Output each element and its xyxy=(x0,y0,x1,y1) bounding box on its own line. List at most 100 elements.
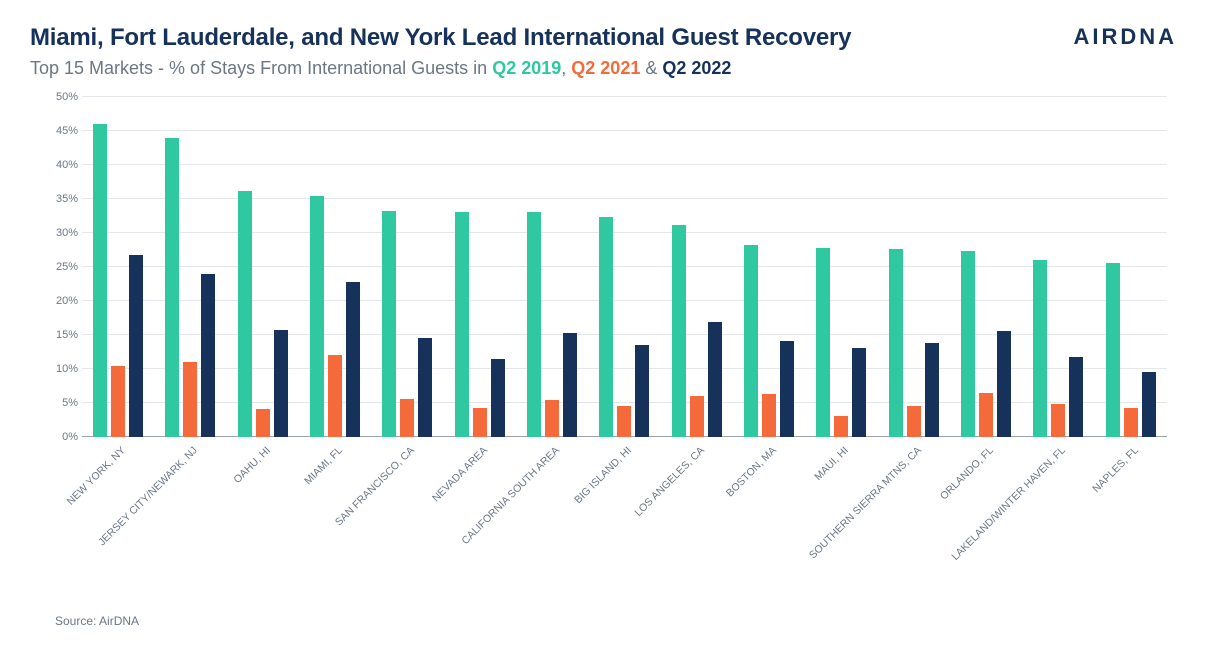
bar xyxy=(545,400,559,437)
bar-group xyxy=(299,196,371,437)
header: Miami, Fort Lauderdale, and New York Lea… xyxy=(30,24,1177,52)
bar xyxy=(201,274,215,437)
x-axis-label: BOSTON, MA xyxy=(724,444,779,499)
y-tick-label: 5% xyxy=(40,397,78,409)
bar xyxy=(256,409,270,437)
bar-group xyxy=(227,191,299,437)
bar-group xyxy=(1022,260,1094,437)
source-attribution: Source: AirDNA xyxy=(55,614,139,628)
bar xyxy=(780,341,794,437)
bar xyxy=(635,345,649,437)
bar xyxy=(599,217,613,437)
y-tick-label: 30% xyxy=(40,227,78,239)
x-axis-label: NEW YORK, NY xyxy=(65,444,128,507)
bar xyxy=(816,248,830,437)
subtitle-sep1: , xyxy=(561,58,571,78)
bar-group xyxy=(805,248,877,437)
bar xyxy=(129,255,143,437)
bar-group xyxy=(82,124,154,437)
brand-logo: AIRDNA xyxy=(1073,24,1177,50)
bar xyxy=(491,359,505,437)
bar xyxy=(111,366,125,437)
bar xyxy=(997,331,1011,437)
bar xyxy=(834,416,848,437)
bar xyxy=(382,211,396,437)
bar xyxy=(165,138,179,437)
legend-series-1: Q2 2019 xyxy=(492,58,561,78)
bar xyxy=(1051,404,1065,437)
y-tick-label: 45% xyxy=(40,125,78,137)
bar xyxy=(310,196,324,437)
bar xyxy=(617,406,631,437)
y-tick-label: 50% xyxy=(40,91,78,103)
x-axis-label: OAHU, HI xyxy=(231,444,272,485)
bar xyxy=(925,343,939,437)
bar xyxy=(93,124,107,437)
bar-group xyxy=(878,249,950,437)
y-tick-label: 0% xyxy=(40,431,78,443)
x-axis-label: NAPLES, FL xyxy=(1090,444,1141,495)
bar xyxy=(455,212,469,437)
bar xyxy=(238,191,252,437)
subtitle-sep2: & xyxy=(640,58,662,78)
bar-group xyxy=(444,212,516,437)
bar xyxy=(563,333,577,437)
bar-group xyxy=(154,138,226,437)
bar-group xyxy=(661,225,733,437)
y-tick-label: 20% xyxy=(40,295,78,307)
x-label-slot: OAHU, HI xyxy=(227,443,299,603)
x-label-slot: LAKELAND/WINTER HAVEN, FL xyxy=(1022,443,1094,603)
bar-group xyxy=(1095,263,1167,437)
bar xyxy=(1069,357,1083,437)
bar xyxy=(183,362,197,437)
bar xyxy=(527,212,541,437)
bar xyxy=(1106,263,1120,437)
y-axis: 0%5%10%15%20%25%30%35%40%45%50% xyxy=(40,97,80,437)
bar xyxy=(672,225,686,437)
y-tick-label: 10% xyxy=(40,363,78,375)
bar xyxy=(979,393,993,437)
x-label-slot: BOSTON, MA xyxy=(733,443,805,603)
bar xyxy=(744,245,758,437)
bar xyxy=(1142,372,1156,437)
bar xyxy=(708,322,722,437)
y-tick-label: 35% xyxy=(40,193,78,205)
x-label-slot: JERSEY CITY/NEWARK, NJ xyxy=(154,443,226,603)
bar xyxy=(274,330,288,437)
bar-group xyxy=(950,251,1022,437)
bar xyxy=(473,408,487,437)
bar xyxy=(852,348,866,437)
bar-group xyxy=(733,245,805,437)
bar xyxy=(328,355,342,437)
bar xyxy=(400,399,414,437)
plot-area xyxy=(82,97,1167,437)
bar xyxy=(418,338,432,437)
y-tick-label: 25% xyxy=(40,261,78,273)
chart-subtitle: Top 15 Markets - % of Stays From Interna… xyxy=(30,58,1177,79)
bar xyxy=(889,249,903,437)
x-axis-label: MAUI, HI xyxy=(813,444,852,483)
bar xyxy=(690,396,704,437)
bar-group xyxy=(371,211,443,437)
x-label-slot: BIG ISLAND, HI xyxy=(588,443,660,603)
x-axis-labels: NEW YORK, NYJERSEY CITY/NEWARK, NJOAHU, … xyxy=(82,443,1167,603)
x-label-slot: LOS ANGELES, CA xyxy=(661,443,733,603)
subtitle-prefix: Top 15 Markets - % of Stays From Interna… xyxy=(30,58,492,78)
bar-group xyxy=(516,212,588,437)
bar xyxy=(907,406,921,437)
legend-series-3: Q2 2022 xyxy=(662,58,731,78)
x-label-slot: CALIFORNIA SOUTH AREA xyxy=(516,443,588,603)
bar xyxy=(762,394,776,437)
legend-series-2: Q2 2021 xyxy=(571,58,640,78)
x-label-slot: SOUTHERN SIERRA MTNS, CA xyxy=(878,443,950,603)
bar xyxy=(346,282,360,437)
x-label-slot: SAN FRANCISCO, CA xyxy=(371,443,443,603)
x-label-slot: NAPLES, FL xyxy=(1095,443,1167,603)
bar xyxy=(1033,260,1047,437)
x-axis-label: MIAMI, FL xyxy=(302,444,345,487)
chart-title: Miami, Fort Lauderdale, and New York Lea… xyxy=(30,24,851,52)
chart-area: 0%5%10%15%20%25%30%35%40%45%50% xyxy=(40,97,1167,437)
y-tick-label: 15% xyxy=(40,329,78,341)
bar-group xyxy=(588,217,660,437)
bar xyxy=(1124,408,1138,437)
